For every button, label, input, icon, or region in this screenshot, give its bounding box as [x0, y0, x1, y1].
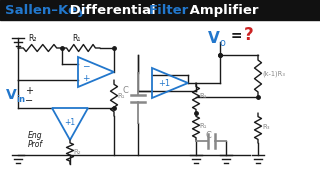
Text: =: =	[226, 29, 247, 43]
Text: +1: +1	[158, 78, 171, 87]
Text: −: −	[82, 61, 90, 70]
Text: Prof: Prof	[28, 140, 43, 149]
Text: R₁: R₁	[199, 123, 206, 129]
Text: Differential: Differential	[65, 4, 160, 17]
Text: C: C	[205, 130, 211, 140]
Text: R₂: R₂	[73, 149, 81, 155]
Text: +: +	[25, 86, 33, 96]
Text: Filter: Filter	[149, 4, 189, 17]
Text: V: V	[208, 30, 220, 46]
Text: in: in	[16, 94, 25, 103]
Text: o: o	[219, 38, 225, 48]
Text: (k-1)R₃: (k-1)R₃	[262, 71, 285, 77]
Text: R₁: R₁	[117, 93, 124, 99]
Text: −: −	[25, 96, 33, 106]
Text: +: +	[82, 74, 90, 83]
Text: Eng: Eng	[28, 131, 43, 140]
Text: R₂: R₂	[28, 34, 36, 43]
Text: ?: ?	[244, 26, 254, 44]
Text: V: V	[6, 88, 17, 102]
Bar	[0, 0, 320, 20]
Text: R₃: R₃	[262, 124, 269, 130]
Text: R₁: R₁	[199, 93, 206, 99]
Text: +1: +1	[64, 118, 76, 127]
Text: C: C	[122, 86, 128, 94]
Text: R₁: R₁	[72, 34, 80, 43]
Text: Amplifier: Amplifier	[185, 4, 259, 17]
Text: Sallen–Key: Sallen–Key	[5, 4, 86, 17]
